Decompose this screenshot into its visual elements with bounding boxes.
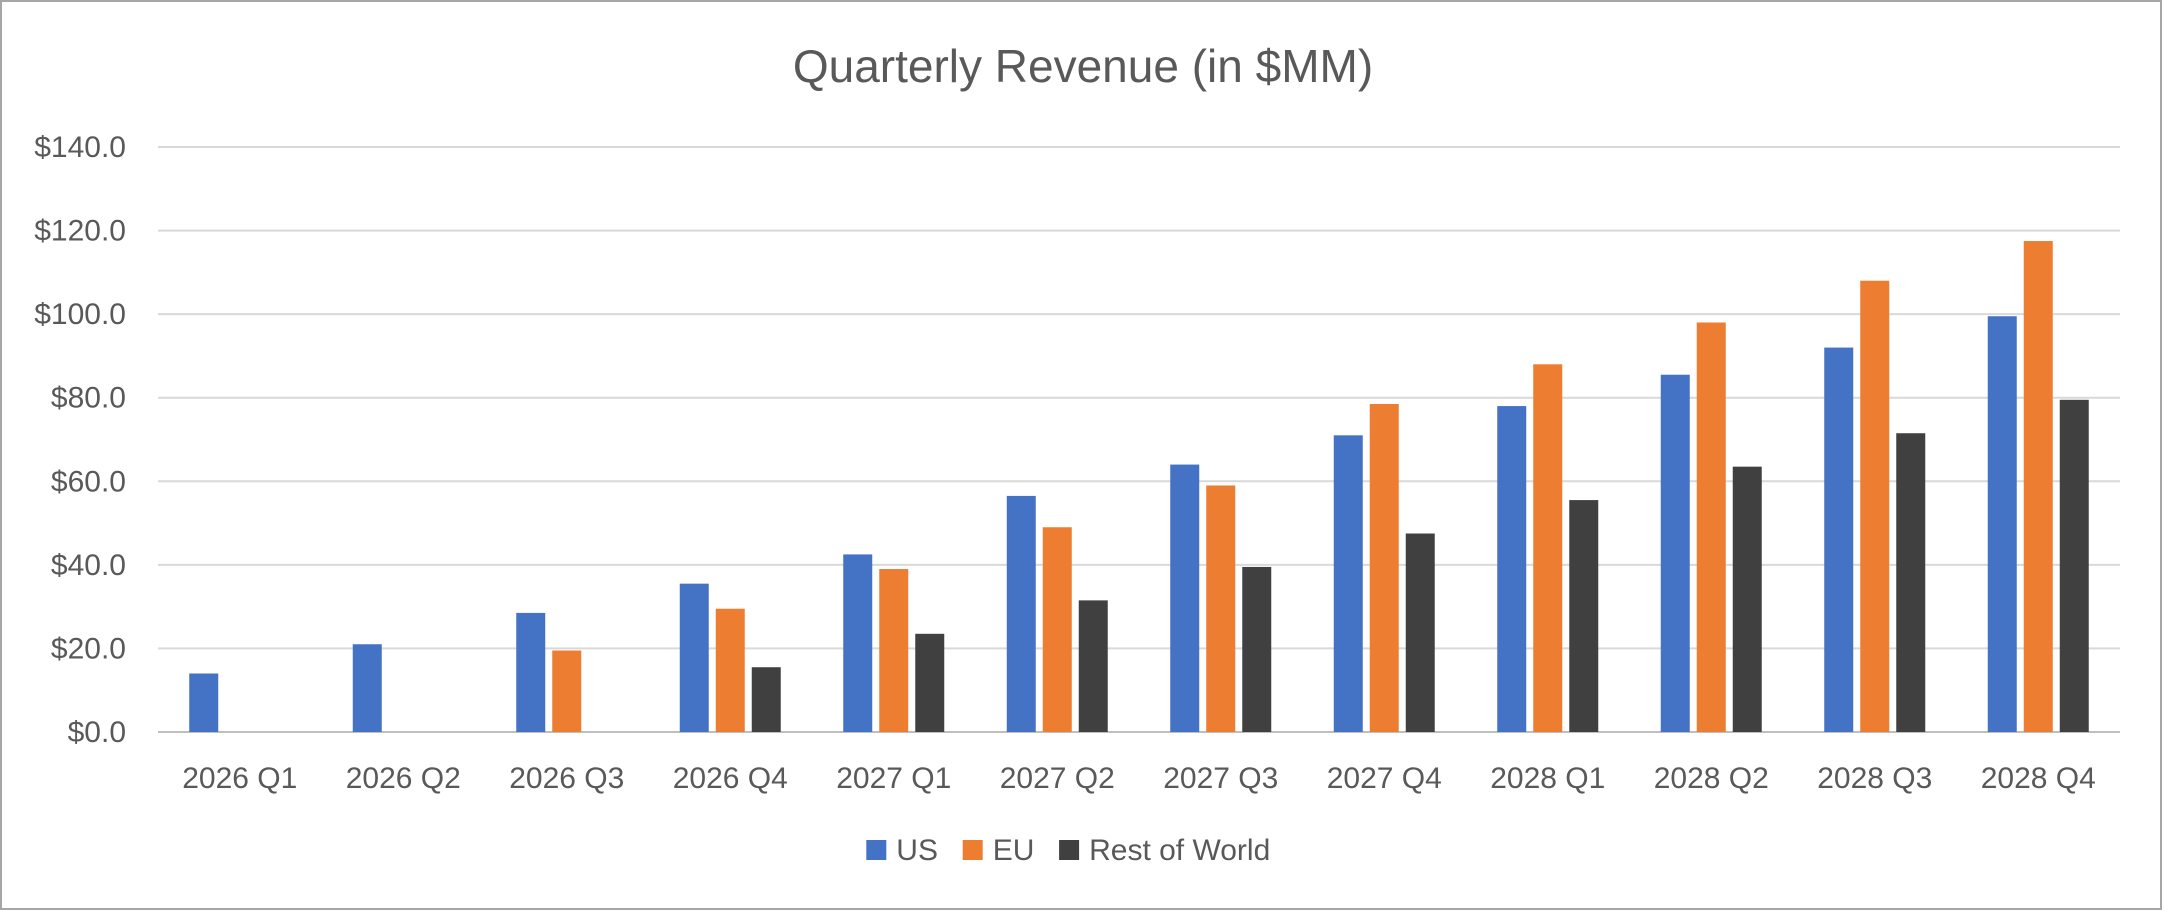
bar-eu-2028-q1 (1533, 364, 1563, 732)
y-tick-label: $0.0 (68, 716, 126, 749)
x-tick-label: 2026 Q2 (346, 762, 461, 795)
bar-us-2028-q1 (1497, 406, 1527, 732)
bar-rest-of-world-2028-q3 (1896, 433, 1926, 732)
y-axis-ticks: $0.0 $20.0 $40.0 $60.0 $80.0 $100.0 $120.0 $140… (34, 131, 126, 749)
bar-rest-of-world-2027-q1 (915, 633, 945, 732)
x-tick-label: 2027 Q1 (836, 762, 951, 795)
legend-label-us: US (896, 834, 938, 867)
x-tick-label: 2027 Q3 (1163, 762, 1278, 795)
legend-label-rest-of-world: Rest of World (1089, 834, 1270, 867)
bar-eu-2028-q3 (1860, 280, 1890, 732)
bar-eu-2026-q4 (715, 608, 745, 732)
bar-us-2027-q3 (1170, 464, 1200, 732)
bar-us-2026-q3 (516, 612, 546, 732)
legend-label-eu: EU (993, 834, 1035, 867)
bar-us-2028-q4 (1987, 316, 2017, 732)
bar-us-2027-q2 (1006, 495, 1036, 732)
bar-eu-2028-q4 (2023, 241, 2053, 732)
bar-us-2026-q4 (679, 583, 709, 732)
y-tick-label: $40.0 (51, 549, 126, 582)
x-tick-label: 2028 Q4 (1981, 762, 2096, 795)
legend-swatch-us (866, 840, 887, 860)
x-tick-label: 2028 Q2 (1654, 762, 1769, 795)
bar-rest-of-world-2028-q4 (2059, 399, 2089, 732)
bar-eu-2028-q2 (1696, 322, 1726, 732)
bar-rest-of-world-2028-q1 (1569, 500, 1599, 732)
bar-us-2026-q2 (352, 644, 382, 732)
bar-rest-of-world-2026-q4 (751, 667, 781, 732)
bar-rest-of-world-2027-q2 (1078, 600, 1108, 732)
x-tick-label: 2026 Q1 (182, 762, 297, 795)
x-tick-label: 2027 Q4 (1327, 762, 1442, 795)
legend-swatch-eu (962, 840, 983, 860)
bar-eu-2026-q3 (552, 650, 582, 732)
y-tick-label: $100.0 (34, 298, 126, 331)
bar-us-2027-q1 (843, 554, 873, 732)
legend-swatch-rest-of-world (1059, 840, 1080, 860)
x-tick-label: 2026 Q3 (509, 762, 624, 795)
bar-us-2026-q1 (189, 673, 219, 732)
bar-us-2028-q3 (1824, 347, 1854, 732)
y-tick-label: $60.0 (51, 465, 126, 498)
bar-eu-2027-q3 (1206, 485, 1236, 732)
bar-eu-2027-q4 (1369, 403, 1399, 732)
y-tick-label: $80.0 (51, 382, 126, 415)
x-axis-ticks: 2026 Q1 2026 Q2 2026 Q3 2026 Q4 2027 Q1 2027 … (182, 762, 2096, 795)
bar-rest-of-world-2028-q2 (1732, 466, 1762, 732)
chart-title: Quarterly Revenue (in $MM) (793, 40, 1373, 92)
y-tick-label: $120.0 (34, 215, 126, 248)
x-tick-label: 2028 Q3 (1817, 762, 1932, 795)
bar-eu-2027-q2 (1042, 527, 1072, 732)
bar-us-2027-q4 (1333, 435, 1363, 732)
x-tick-label: 2027 Q2 (1000, 762, 1115, 795)
gridlines (158, 146, 2120, 733)
y-tick-label: $140.0 (34, 131, 126, 164)
bar-rest-of-world-2027-q3 (1242, 566, 1272, 732)
bar-eu-2027-q1 (879, 569, 909, 732)
y-tick-label: $20.0 (51, 632, 126, 665)
bars (189, 241, 2089, 732)
bar-rest-of-world-2027-q4 (1405, 533, 1435, 732)
x-tick-label: 2026 Q4 (673, 762, 788, 795)
x-tick-label: 2028 Q1 (1490, 762, 1605, 795)
bar-us-2028-q2 (1660, 374, 1690, 732)
legend: US EU Rest of World (866, 834, 1270, 867)
